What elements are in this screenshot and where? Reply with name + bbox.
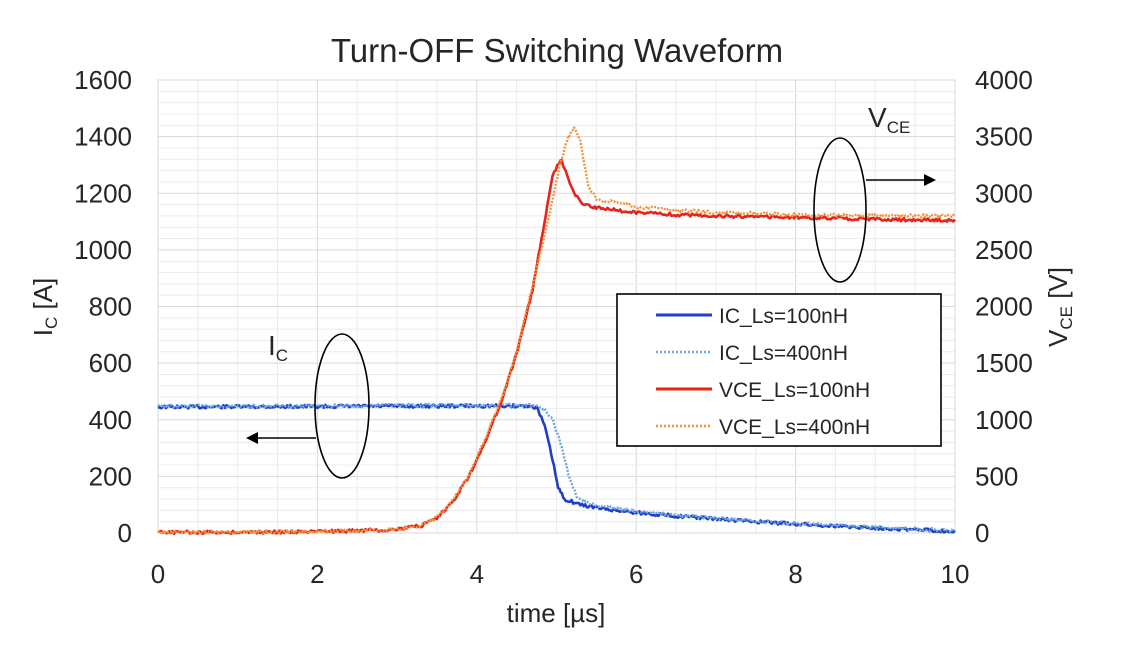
y-right-tick-label: 2000 (975, 292, 1033, 322)
y-left-title-unit: [A] (28, 278, 58, 317)
y-right-title-main: V (1043, 329, 1073, 347)
y-right-tick-label: 2500 (975, 235, 1033, 265)
y-left-tick-label: 1400 (74, 122, 132, 152)
y-left-title-sub: C (42, 317, 61, 329)
ic-ellipse (314, 333, 370, 479)
vce-ellipse (813, 137, 867, 283)
y-left-title-main: I (28, 329, 58, 336)
y-left-tick-label: 1200 (74, 178, 132, 208)
chart-title: Turn-OFF Switching Waveform (331, 32, 783, 69)
y-left-tick-label: 1000 (74, 235, 132, 265)
ic-annotation-label: IC (268, 330, 288, 365)
y-right-tick-label: 4000 (975, 65, 1033, 95)
y-right-tick-label: 0 (975, 518, 989, 548)
y-left-axis-title: IC [A] (28, 278, 61, 337)
y-right-tick-label: 500 (975, 461, 1018, 491)
plot-area (157, 79, 956, 534)
legend-items: IC_Ls=100nH IC_Ls=400nH VCE_Ls=100nH VCE_Ls… (656, 305, 870, 439)
x-tick-label: 4 (470, 559, 484, 589)
x-tick-label: 8 (788, 559, 802, 589)
y-left-tick-label: 1600 (74, 65, 132, 95)
y-right-title-sub: CE (1057, 306, 1076, 330)
y-right-tick-label: 3500 (975, 122, 1033, 152)
legend-label: VCE_Ls=400nH (719, 416, 870, 439)
tick-labels: 0 2 4 6 8 10020040060080010001200140016000500… (74, 65, 1033, 589)
x-axis-title: time [µs] (507, 598, 606, 628)
ic-arrow-head (246, 432, 258, 444)
legend-label: VCE_Ls=100nH (719, 379, 870, 402)
y-right-tick-label: 3000 (975, 178, 1033, 208)
y-left-tick-label: 400 (89, 405, 132, 435)
y-left-tick-label: 600 (89, 348, 132, 378)
y-right-tick-label: 1500 (975, 348, 1033, 378)
series-line-ic-ls-400nh (157, 402, 956, 533)
legend: IC_Ls=100nH IC_Ls=400nH VCE_Ls=100nH VCE_Ls… (616, 293, 942, 447)
x-tick-label: 2 (310, 559, 324, 589)
y-right-title-unit: [V] (1043, 267, 1073, 306)
y-left-tick-label: 800 (89, 292, 132, 322)
series-layer (157, 126, 957, 536)
legend-label: IC_Ls=400nH (719, 342, 848, 365)
x-tick-label: 0 (151, 559, 165, 589)
y-right-tick-label: 1000 (975, 405, 1033, 435)
x-tick-label: 10 (941, 559, 970, 589)
legend-box (616, 293, 942, 447)
x-tick-label: 6 (629, 559, 643, 589)
y-right-axis-title: VCE [V] (1043, 267, 1076, 347)
vce-annotation-label: VCE (868, 102, 910, 137)
legend-label: IC_Ls=100nH (719, 305, 848, 328)
vce-arrow-head (924, 174, 936, 186)
y-left-tick-label: 0 (118, 518, 132, 548)
y-left-tick-label: 200 (89, 461, 132, 491)
